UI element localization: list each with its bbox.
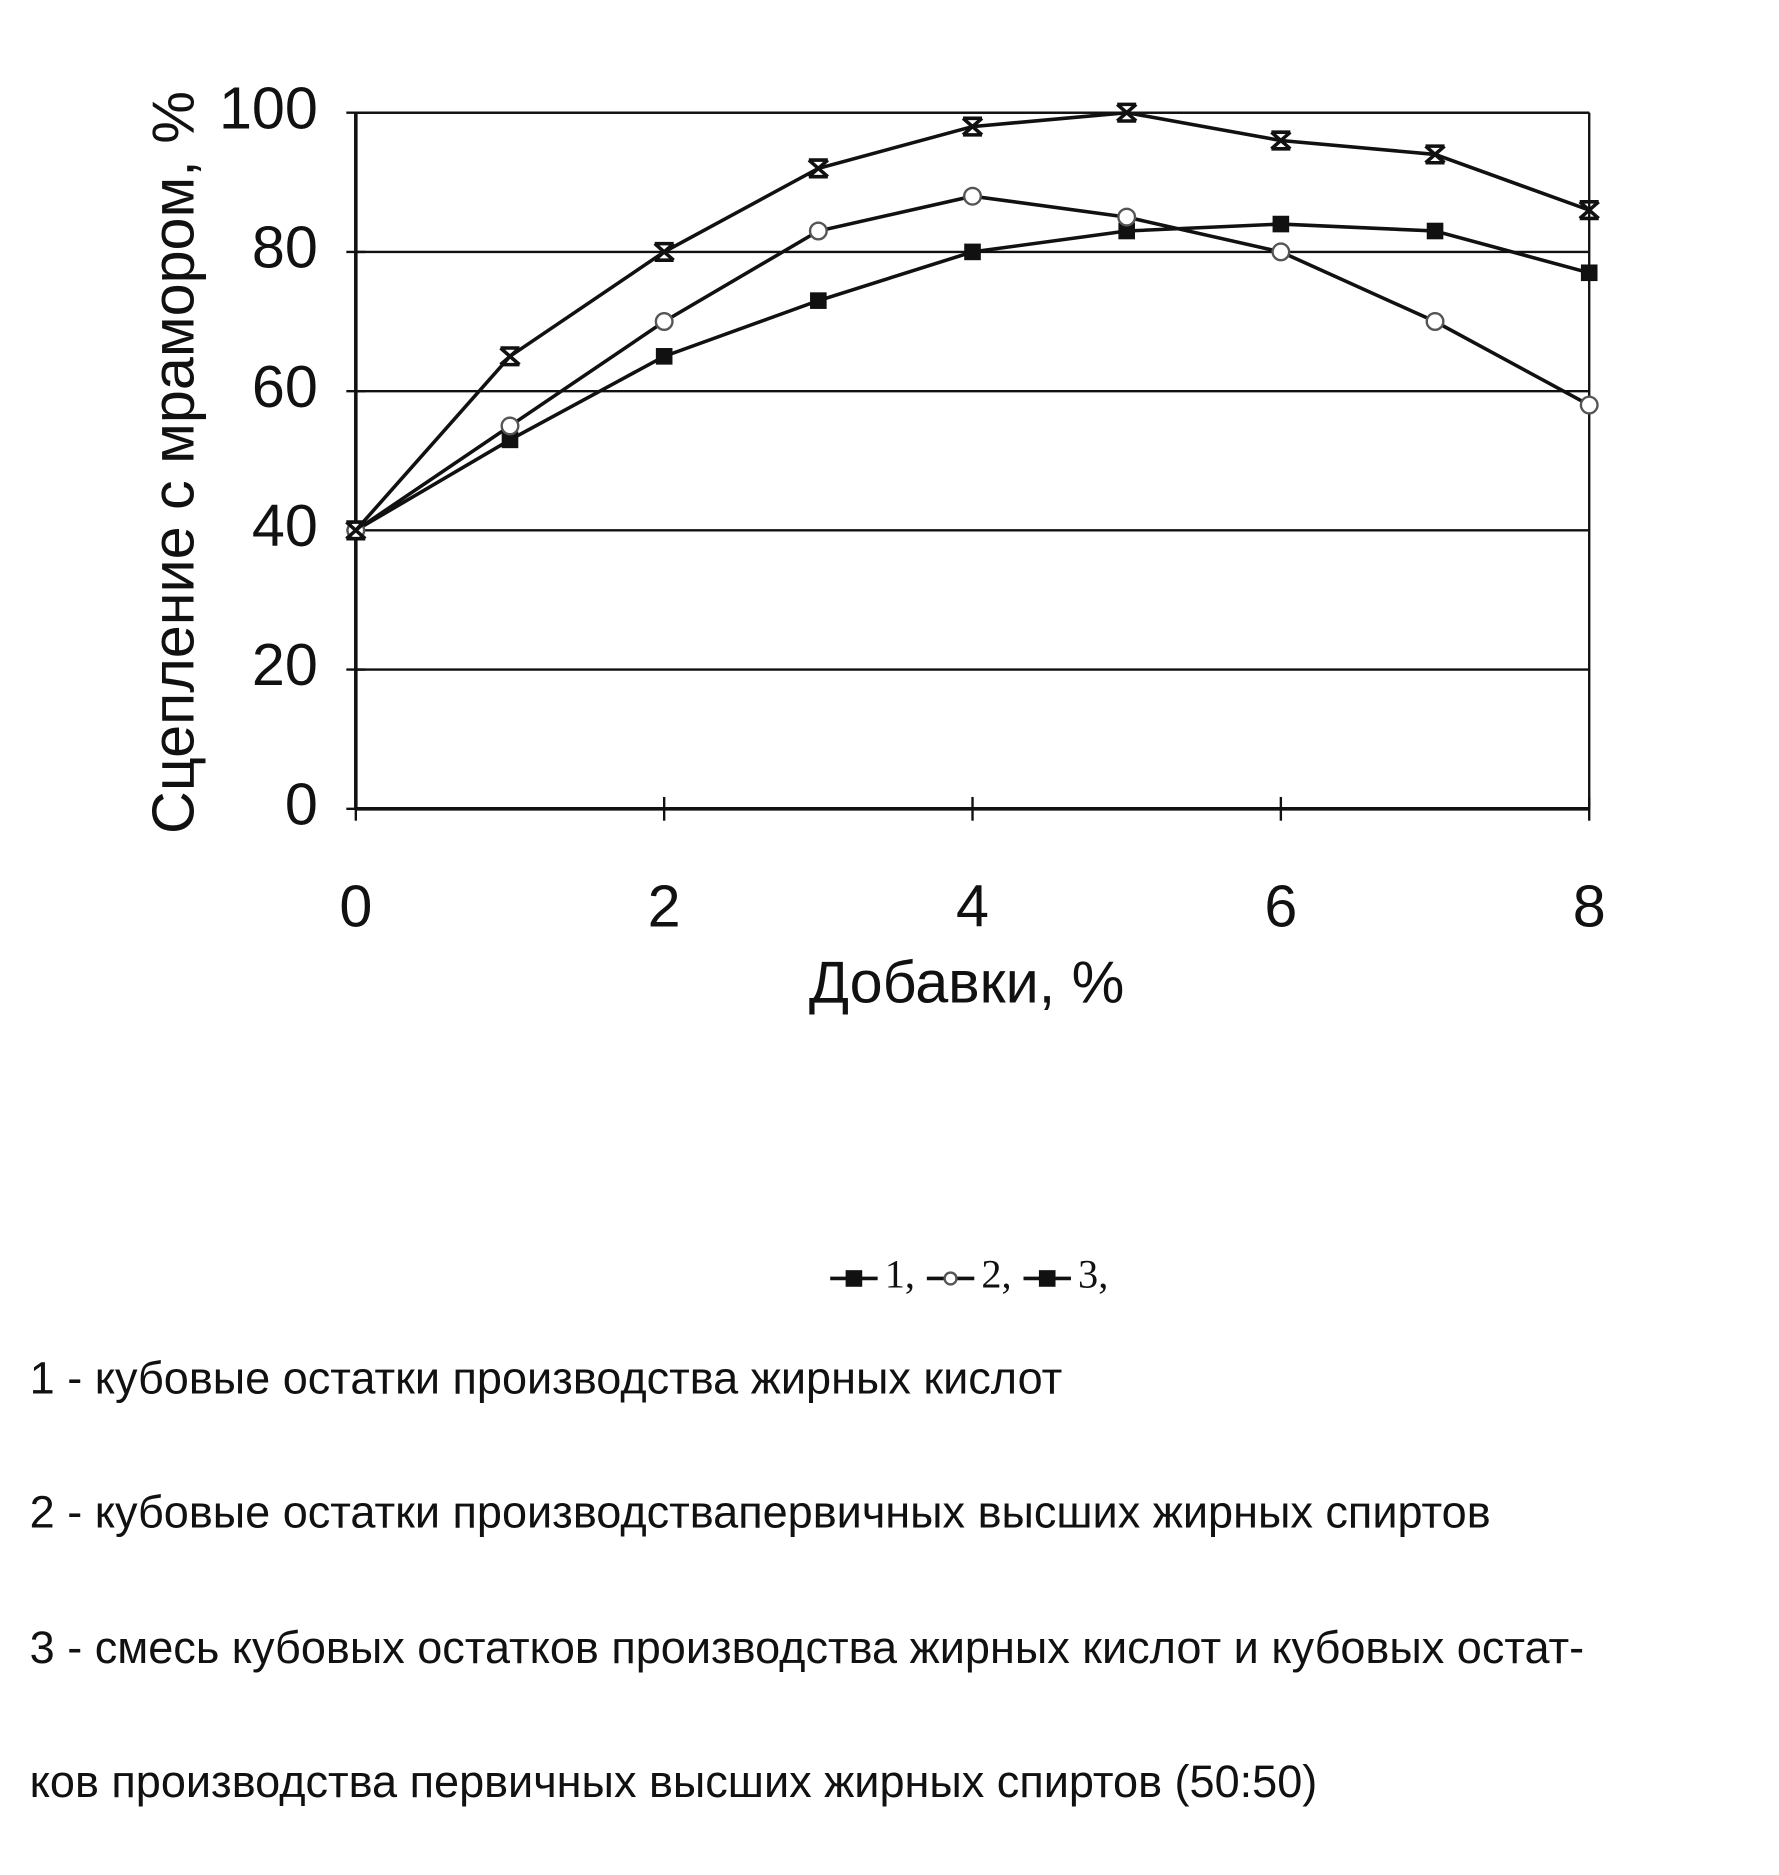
series-line [356,224,1589,530]
marker [964,244,981,261]
y-axis-label: Сцепление с мрамором, % [140,91,207,834]
marker [1427,313,1444,330]
caption-line: 1 - кубовые остатки производства жирных … [30,1353,1063,1404]
legend-label: 3, [1078,1252,1108,1297]
marker [656,313,673,330]
x-axis-label: Добавки, % [809,948,1125,1015]
legend-label: 2, [981,1252,1011,1297]
legend-label: 1, [885,1252,915,1297]
marker [1581,397,1598,414]
marker [810,223,827,240]
y-tick-label: 20 [252,631,318,698]
legend-marker [1039,1270,1056,1287]
marker [810,292,827,309]
caption-line: ков производства первичных высших жирных… [30,1756,1318,1807]
x-tick-label: 0 [339,872,372,939]
x-tick-label: 8 [1573,872,1606,939]
y-tick-label: 40 [252,492,318,559]
x-tick-label: 4 [956,872,989,939]
y-tick-label: 100 [219,74,318,141]
marker [964,188,981,205]
caption-line: 3 - смесь кубовых остатков производства … [30,1622,1585,1673]
marker [502,418,519,435]
marker [501,348,520,365]
y-tick-label: 80 [252,214,318,281]
marker [1118,209,1135,226]
marker [1273,244,1290,261]
y-tick-label: 60 [252,353,318,420]
x-tick-label: 6 [1264,872,1297,939]
legend-marker [846,1270,863,1287]
marker [1427,223,1444,240]
marker [656,348,673,365]
x-tick-label: 2 [648,872,681,939]
marker [1581,264,1598,281]
marker [1273,216,1290,233]
y-tick-label: 0 [285,770,318,837]
series-line [356,113,1589,531]
caption-line: 2 - кубовые остатки производствапервичны… [30,1487,1491,1538]
legend-marker [945,1273,957,1285]
